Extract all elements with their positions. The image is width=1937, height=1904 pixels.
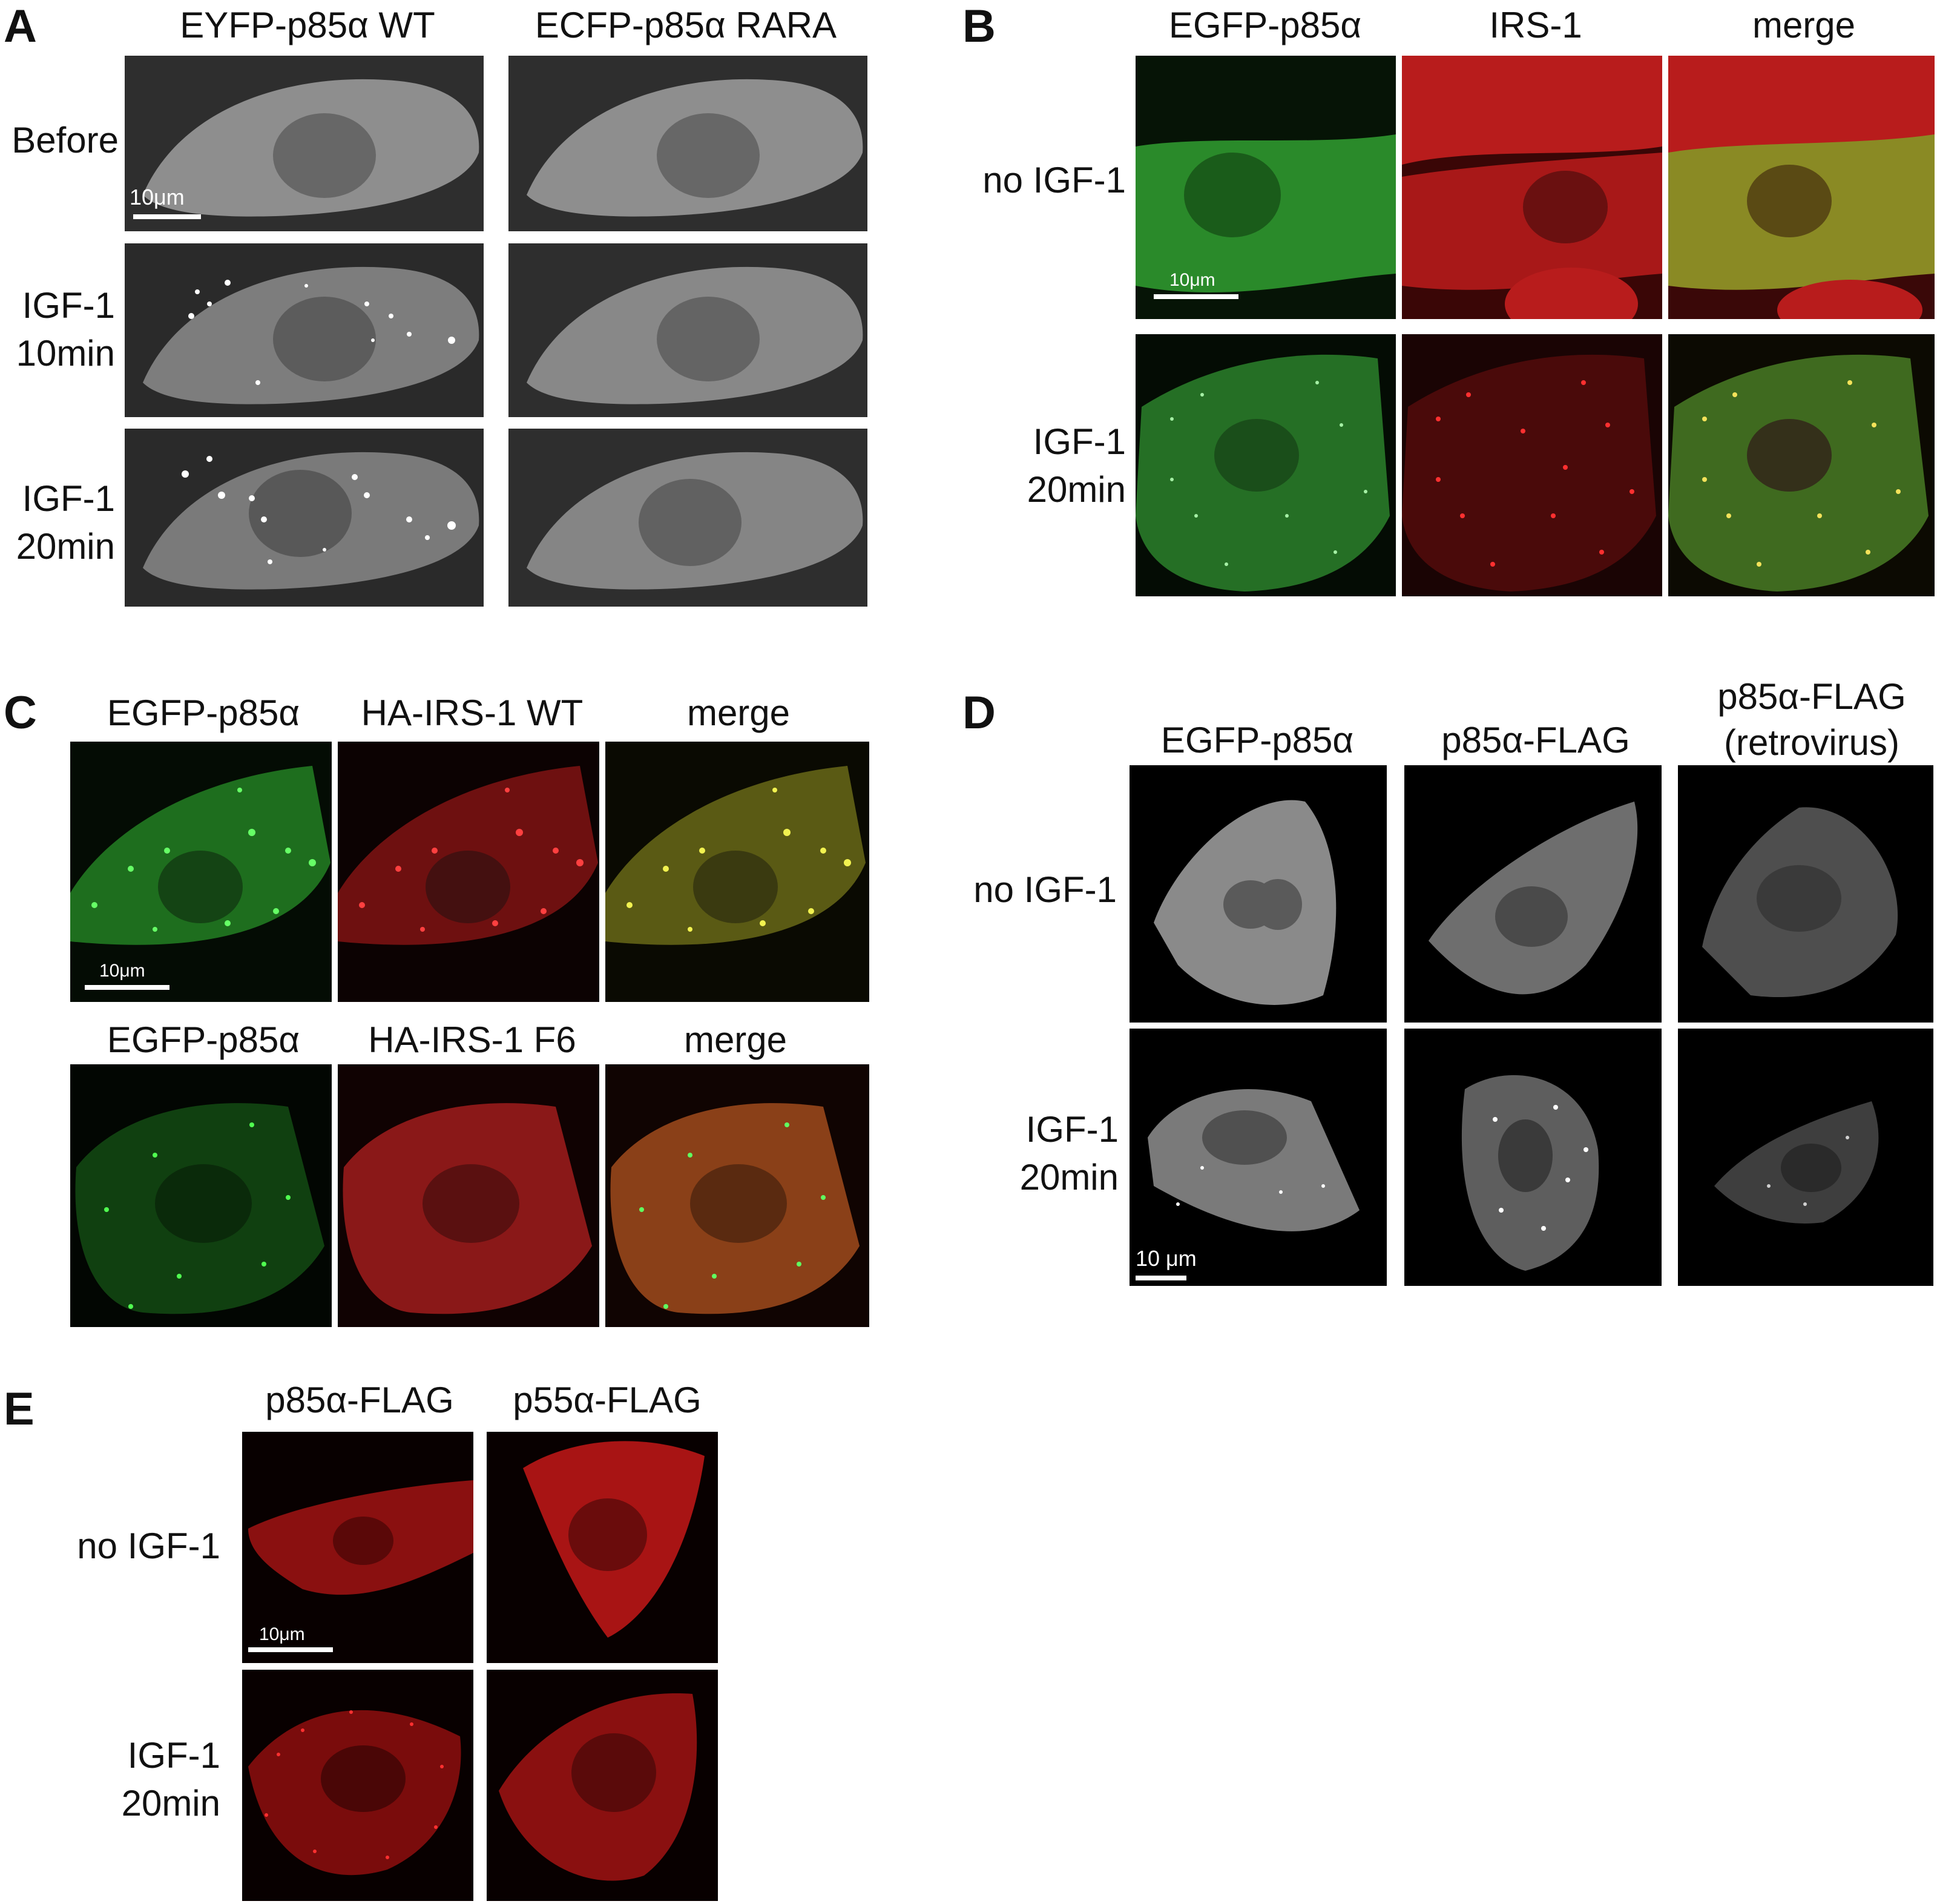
panel-c-bottom-col-3-header: merge bbox=[683, 1020, 788, 1060]
panel-a-image-20min-wt bbox=[125, 429, 484, 607]
panel-d-image-noigf-egfp bbox=[1130, 765, 1387, 1023]
panel-a-scale-bar-label: 10μm bbox=[130, 185, 185, 209]
panel-e-row-1-label: no IGF-1 bbox=[77, 1526, 220, 1566]
panel-c-bottom-col-1-header: EGFP-p85α bbox=[107, 1020, 300, 1060]
panel-d-image-noigf-flag bbox=[1404, 765, 1662, 1023]
panel-e-row-2-label: IGF-1 20min bbox=[121, 1735, 220, 1824]
panel-a-scale-bar bbox=[133, 214, 201, 219]
panel-c-image-wt-egfp: 10μm bbox=[70, 742, 332, 1002]
panel-e-image-20min-p85 bbox=[242, 1670, 473, 1901]
panel-b-scale-bar bbox=[1154, 294, 1238, 299]
panel-c-scale-bar-label: 10μm bbox=[99, 961, 145, 981]
panel-b-image-20min-egfp bbox=[1136, 334, 1396, 596]
panel-b-image-20min-merge bbox=[1668, 334, 1935, 596]
panel-d-label: D bbox=[962, 687, 996, 739]
panel-e-image-noigf-p55 bbox=[487, 1432, 718, 1663]
panel-b-col-3-header: merge bbox=[1752, 5, 1856, 45]
panel-c-image-f6-irs1 bbox=[338, 1064, 599, 1327]
panel-d-col-2-header: p85α-FLAG bbox=[1441, 720, 1630, 760]
panel-c-image-f6-egfp bbox=[70, 1064, 332, 1327]
panel-a-row-3-label: IGF-1 20min bbox=[16, 478, 115, 567]
panel-b-image-20min-irs1 bbox=[1402, 334, 1662, 596]
panel-b-image-noigf-irs1 bbox=[1402, 56, 1662, 319]
panel-a-image-10min-wt bbox=[125, 243, 484, 417]
panel-b-col-2-header: IRS-1 bbox=[1489, 5, 1582, 45]
panel-d-col-1-header: EGFP-p85α bbox=[1160, 720, 1354, 760]
panel-d-col-3-header: p85α-FLAG (retrovirus) bbox=[1717, 676, 1906, 763]
panel-b-col-1-header: EGFP-p85α bbox=[1168, 5, 1362, 45]
panel-a-image-20min-rara bbox=[508, 429, 867, 607]
panel-c-image-f6-merge bbox=[605, 1064, 869, 1327]
panel-b-scale-bar-label: 10μm bbox=[1169, 270, 1215, 290]
panel-b-row-1-label: no IGF-1 bbox=[982, 160, 1126, 200]
panel-e-label: E bbox=[4, 1383, 35, 1435]
panel-b-image-noigf-egfp: 10μm bbox=[1136, 56, 1396, 319]
panel-d-row-1-label: no IGF-1 bbox=[973, 869, 1117, 910]
panel-b-label: B bbox=[962, 1, 996, 52]
panel-c-top-col-3-header: merge bbox=[686, 693, 791, 733]
panel-a-image-before-wt: 10μm bbox=[125, 56, 484, 231]
panel-a-image-before-rara bbox=[508, 56, 867, 231]
panel-c-scale-bar bbox=[85, 985, 169, 990]
panel-a-col-1-header: EYFP-p85α WT bbox=[180, 5, 435, 45]
panel-c-bottom-col-2-header: HA-IRS-1 F6 bbox=[368, 1020, 576, 1060]
panel-d-image-20min-retro bbox=[1678, 1029, 1933, 1286]
panel-c-label: C bbox=[4, 687, 37, 739]
panel-d-image-20min-egfp: 10 μm bbox=[1130, 1029, 1387, 1286]
panel-d-image-20min-flag bbox=[1404, 1029, 1662, 1286]
panel-d-image-noigf-retro bbox=[1678, 765, 1933, 1023]
panel-d-row-2-label: IGF-1 20min bbox=[1019, 1109, 1119, 1198]
panel-c-top-col-1-header: EGFP-p85α bbox=[107, 693, 300, 733]
panel-e-image-20min-p55 bbox=[487, 1670, 718, 1901]
panel-e-scale-bar bbox=[248, 1647, 333, 1652]
panel-c-image-wt-irs1 bbox=[338, 742, 599, 1002]
panel-a-label: A bbox=[4, 1, 37, 52]
panel-a-row-1-label: Before bbox=[12, 120, 119, 160]
panel-b-image-noigf-merge bbox=[1668, 56, 1935, 319]
panel-e-scale-bar-label: 10μm bbox=[259, 1624, 305, 1644]
panel-d-scale-bar-label: 10 μm bbox=[1136, 1246, 1197, 1271]
panel-c-image-wt-merge bbox=[605, 742, 869, 1002]
panel-d-scale-bar bbox=[1136, 1276, 1186, 1280]
panel-e-image-noigf-p85: 10μm bbox=[242, 1432, 473, 1663]
panel-c-top-col-2-header: HA-IRS-1 WT bbox=[361, 693, 584, 733]
panel-a-row-2-label: IGF-1 10min bbox=[16, 285, 115, 374]
panel-e-col-1-header: p85α-FLAG bbox=[265, 1380, 454, 1420]
panel-e-col-2-header: p55α-FLAG bbox=[513, 1380, 702, 1420]
panel-a-col-2-header: ECFP-p85α RARA bbox=[534, 5, 837, 45]
panel-b-row-2-label: IGF-1 20min bbox=[1027, 421, 1126, 510]
panel-a-image-10min-rara bbox=[508, 243, 867, 417]
